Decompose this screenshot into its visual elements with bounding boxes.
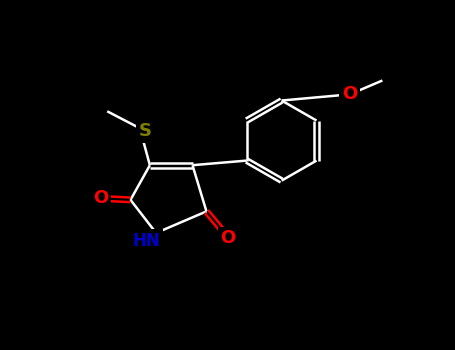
Text: S: S: [139, 122, 152, 140]
Text: HN: HN: [133, 232, 161, 250]
Text: O: O: [93, 189, 109, 207]
Text: O: O: [221, 229, 236, 247]
Text: O: O: [342, 85, 358, 103]
